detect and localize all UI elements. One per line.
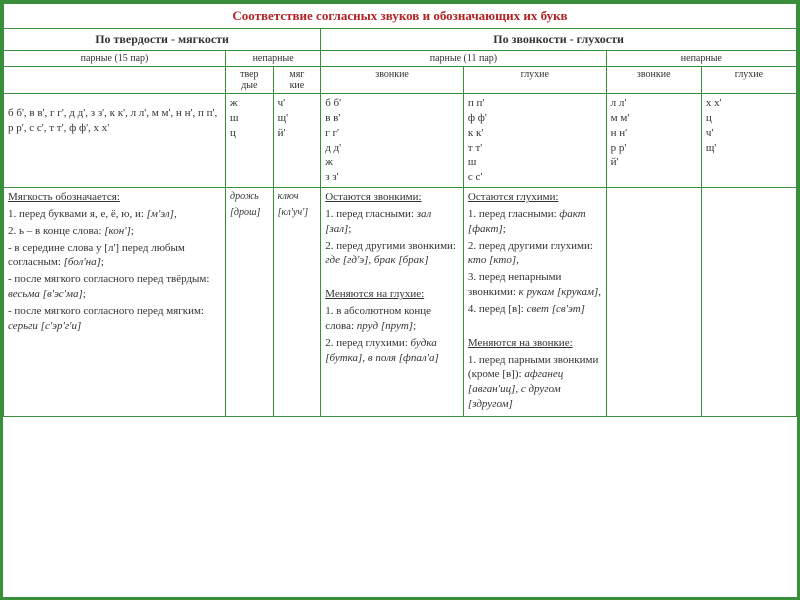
sub-unpaired1: непарные [226, 51, 321, 67]
soft-ex1: ключ [278, 190, 317, 204]
voiced-1b-ex: где [гд'э], брак [брак] [325, 254, 428, 266]
voiced-unpaired: л л' м м' н н' р р' й' [606, 94, 701, 188]
main-title: Соответствие согласных звуков и обознача… [4, 4, 797, 29]
softness-rules: Мягкость обозначается: 1. перед буквами … [4, 188, 226, 417]
voiceless-1a: 1. перед гласными: [468, 208, 560, 220]
voiced-1a: 1. перед гласными: [325, 208, 417, 220]
blank-cell [4, 67, 226, 94]
section-row: По твердости - мягкости По звонкости - г… [4, 29, 797, 51]
sound-row: б б', в в', г г', д д', з з', к к', л л'… [4, 94, 797, 188]
phonetics-table: Соответствие согласных звуков и обознача… [3, 3, 797, 417]
hard-ex1: дрожь [230, 190, 269, 204]
sub-unpaired2: непарные [606, 51, 796, 67]
voiced-unpaired-rules [606, 188, 701, 417]
explanation-row: Мягкость обозначается: 1. перед буквами … [4, 188, 797, 417]
col-voiced: звонкие [321, 67, 464, 94]
voiced-paired: б б' в в' г г' д д' ж з з' [321, 94, 464, 188]
section-hardness: По твердости - мягкости [4, 29, 321, 51]
soft-rule-3b-ex: весьма [в'эс'ма] [8, 288, 83, 300]
soft-rule-3c: - после мягкого согласного перед мягким: [8, 305, 204, 317]
voiced-2a-ex: пруд [прут] [357, 320, 413, 332]
voiced-2b: 2. перед глухими: [325, 337, 410, 349]
voiceless-1b: 2. перед другими глухими: [468, 240, 593, 252]
soft-rule-1: 1. перед буквами я, е, ё, ю, и: [8, 208, 147, 220]
title-row: Соответствие согласных звуков и обознача… [4, 4, 797, 29]
sub-paired11: парные (11 пар) [321, 51, 606, 67]
colheader-row: твер дые мяг кие звонкие глухие звонкие … [4, 67, 797, 94]
soft-rule-3b: - после мягкого согласного перед твёрдым… [8, 273, 209, 285]
soft-rule-1-ex: [м'эл] [147, 208, 174, 220]
col-voiceless: глухие [463, 67, 606, 94]
pair-row: парные (15 пар) непарные парные (11 пар)… [4, 51, 797, 67]
voiceless-unpaired: х х' ц ч' щ' [701, 94, 796, 188]
soft-rule-2: 2. ь – в конце слова: [8, 225, 104, 237]
hard-unpaired: ж ш ц [226, 94, 274, 188]
outer-frame: Соответствие согласных звуков и обознача… [0, 0, 800, 600]
soft-rule-3c-ex: серьги [с'эр'г'и] [8, 320, 81, 332]
voiceless-unpaired-rules [701, 188, 796, 417]
soft-rule-2-ex: [кон'] [104, 225, 131, 237]
soft-example: ключ [кл'уч'] [273, 188, 321, 417]
paired15-sounds: б б', в в', г г', д д', з з', к к', л л'… [4, 94, 226, 188]
voiceless-paired: п п' ф ф' к к' т т' ш с с' [463, 94, 606, 188]
voiced-h1: Остаются звонкими: [325, 191, 421, 203]
voiced-rules: Остаются звонкими: 1. перед гласными: за… [321, 188, 464, 417]
voiceless-h1: Остаются глухими: [468, 191, 559, 203]
voiced-h2: Меняются на глухие: [325, 288, 424, 300]
soft-unpaired: ч' щ' й' [273, 94, 321, 188]
col-hard: твер дые [226, 67, 274, 94]
col-soft: мяг кие [273, 67, 321, 94]
voiceless-1b-ex: кто [кто] [468, 254, 516, 266]
voiceless-1d-ex: свет [св'эт] [527, 303, 585, 315]
voiceless-1c-ex: к рукам [крукам] [519, 286, 599, 298]
section-voicing: По звонкости - глухости [321, 29, 797, 51]
voiceless-1d: 4. перед [в]: [468, 303, 527, 315]
col-voiceless2: глухие [701, 67, 796, 94]
hard-example: дрожь [дрош] [226, 188, 274, 417]
hard-ex2: [дрош] [230, 206, 269, 220]
soft-rule-3a-ex: [бол'на] [64, 256, 101, 268]
voiceless-h2: Меняются на звонкие: [468, 337, 573, 349]
soft-heading: Мягкость обозначается: [8, 191, 120, 203]
col-voiced2: звонкие [606, 67, 701, 94]
sub-paired15: парные (15 пар) [4, 51, 226, 67]
voiced-1b: 2. перед другими звонкими: [325, 240, 456, 252]
voiceless-rules: Остаются глухими: 1. перед гласными: фак… [463, 188, 606, 417]
soft-ex2: [кл'уч'] [278, 206, 317, 220]
